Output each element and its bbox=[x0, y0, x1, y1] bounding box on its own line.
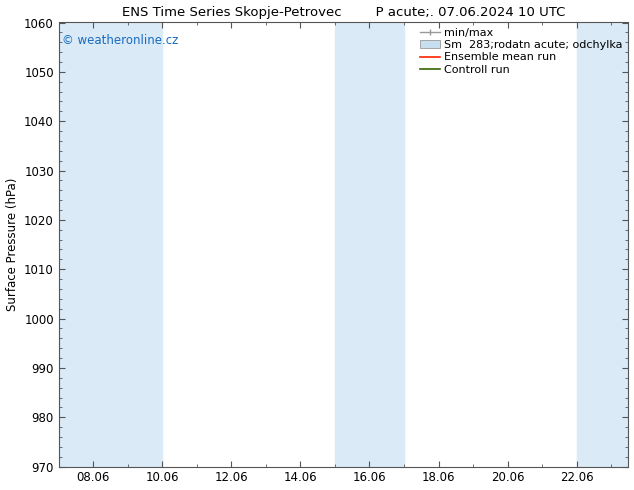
Bar bbox=[128, 23, 162, 466]
Bar bbox=[59, 23, 128, 466]
Title: ENS Time Series Skopje-Petrovec        P acute;. 07.06.2024 10 UTC: ENS Time Series Skopje-Petrovec P acute;… bbox=[122, 5, 566, 19]
Bar bbox=[370, 23, 404, 466]
Legend: min/max, Sm  283;rodatn acute; odchylka, Ensemble mean run, Controll run: min/max, Sm 283;rodatn acute; odchylka, … bbox=[417, 24, 626, 78]
Bar bbox=[335, 23, 370, 466]
Text: © weatheronline.cz: © weatheronline.cz bbox=[61, 34, 178, 47]
Bar bbox=[577, 23, 628, 466]
Y-axis label: Surface Pressure (hPa): Surface Pressure (hPa) bbox=[6, 178, 18, 311]
